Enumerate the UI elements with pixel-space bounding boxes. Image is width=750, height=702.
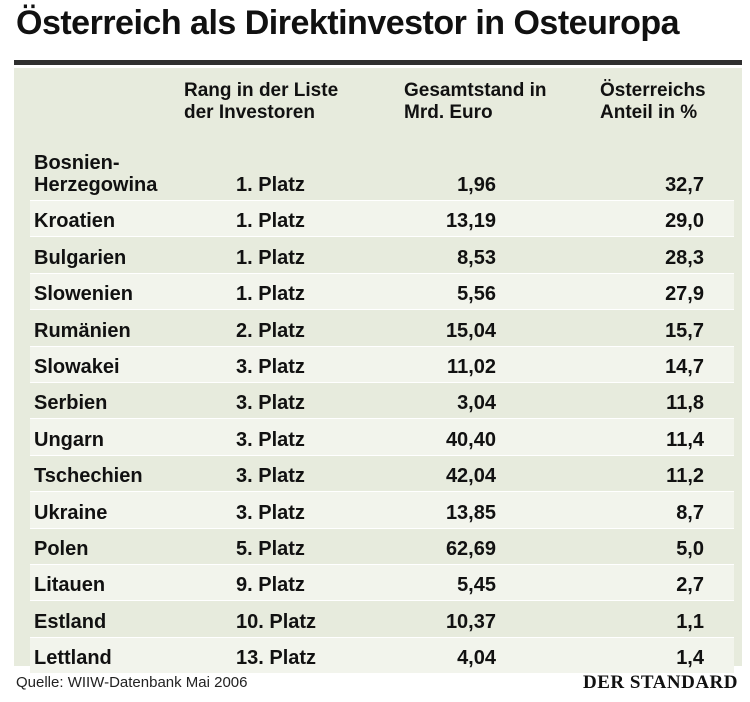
total-cell: 4,04 [457, 647, 496, 670]
rank-cell: 3. Platz [236, 428, 305, 451]
total-cell: 5,56 [457, 283, 496, 306]
share-cell: 2,7 [676, 574, 704, 597]
column-header-share-line-2: Anteil in % [600, 102, 698, 123]
total-cell: 42,04 [445, 465, 496, 488]
total-cell: 40,40 [445, 428, 496, 451]
country-cell: Tschechien [34, 465, 143, 487]
country-name: Slowakei [34, 355, 120, 378]
country-cell: Bosnien- Herzegowina [34, 152, 157, 196]
total-cell: 13,85 [445, 501, 496, 524]
country-cell: Slowakei [34, 356, 120, 378]
rank-cell: 3. Platz [236, 355, 305, 378]
rank-cell: 13. Platz [236, 647, 317, 670]
country-cell: Kroatien [34, 210, 115, 232]
rank-cell: 3. Platz [236, 392, 305, 415]
table-row: Lettland 13. Platz 4,04 1,4 [30, 637, 734, 675]
column-header-share-line-1: Österreichs [600, 80, 706, 101]
share-cell: 5,0 [676, 537, 704, 560]
title-rule [14, 60, 742, 65]
rank-cell: 10. Platz [236, 610, 317, 633]
rank-cell: 9. Platz [236, 574, 305, 597]
country-name: Herzegowina [34, 174, 158, 196]
country-cell: Slowenien [34, 283, 133, 305]
country-name: Ungarn [34, 428, 104, 451]
table-row: Bulgarien 1. Platz 8,53 28,3 [30, 237, 734, 274]
country-name: Ukraine [34, 501, 108, 524]
share-cell: 32,7 [665, 174, 704, 196]
page-title: Österreich als Direktinvestor in Osteuro… [16, 4, 680, 42]
table-row: Slowakei 3. Platz 11,02 14,7 [30, 346, 734, 383]
country-name: Polen [34, 537, 89, 560]
rank-cell: 5. Platz [236, 537, 305, 560]
country-name: Litauen [34, 574, 106, 597]
total-cell: 3,04 [457, 392, 496, 415]
share-cell: 11,2 [666, 465, 704, 488]
total-cell: 8,53 [457, 246, 496, 269]
country-cell: Polen [34, 538, 88, 560]
share-cell: 1,1 [676, 610, 704, 633]
column-header-total: Gesamtstand in Mrd. Euro [404, 80, 547, 124]
table-row: Slowenien 1. Platz 5,56 27,9 [30, 273, 734, 311]
country-cell: Ungarn [34, 429, 104, 451]
total-cell: 10,37 [445, 610, 496, 633]
country-name: Bulgarien [34, 246, 127, 269]
country-cell: Estland [34, 611, 106, 633]
table-row: Rumänien 2. Platz 15,04 15,7 [30, 310, 734, 347]
table-row: Litauen 9. Platz 5,45 2,7 [30, 564, 734, 602]
table-row: Ungarn 3. Platz 40,40 11,4 [30, 419, 734, 456]
share-cell: 11,4 [666, 428, 704, 451]
country-cell: Ukraine [34, 502, 107, 524]
share-cell: 28,3 [665, 246, 704, 269]
rank-cell: 1. Platz [236, 174, 305, 196]
total-cell: 15,04 [445, 319, 496, 342]
country-name: Lettland [34, 647, 112, 670]
rank-cell: 2. Platz [236, 319, 305, 342]
rank-cell: 1. Platz [236, 210, 305, 233]
brand-logo: DER STANDARD [582, 672, 738, 693]
country-cell: Litauen [34, 574, 105, 596]
table-row: Serbien 3. Platz 3,04 11,8 [30, 383, 734, 420]
share-cell: 8,7 [676, 501, 704, 524]
rank-cell: 1. Platz [236, 283, 305, 306]
table-row: Estland 10. Platz 10,37 1,1 [30, 601, 734, 638]
country-cell: Serbien [34, 392, 107, 414]
table-row: Polen 5. Platz 62,69 5,0 [30, 529, 734, 565]
table-row: Kroatien 1. Platz 13,19 29,0 [30, 201, 734, 238]
share-cell: 15,7 [665, 319, 704, 342]
column-header-total-line-1: Gesamtstand in [404, 80, 547, 101]
column-header-rank-line-2: der Investoren [184, 102, 315, 123]
column-header-rank-line-1: Rang in der Liste [184, 80, 339, 101]
share-cell: 14,7 [665, 355, 704, 378]
table-body: Bosnien- Herzegowina 1. Platz 1,96 32,7 Kroat… [30, 152, 734, 675]
rank-cell: 1. Platz [236, 246, 305, 269]
country-name: Tschechien [34, 465, 143, 488]
country-cell: Rumänien [34, 320, 131, 342]
total-cell: 62,69 [445, 537, 496, 560]
country-name: Serbien [34, 392, 108, 415]
country-name: Slowenien [34, 283, 133, 306]
share-cell: 27,9 [665, 283, 704, 306]
rank-cell: 3. Platz [236, 501, 305, 524]
share-cell: 29,0 [665, 210, 704, 233]
share-cell: 11,8 [666, 392, 704, 415]
country-name: Bosnien- [34, 152, 120, 174]
table-row: Tschechien 3. Platz 42,04 11,2 [30, 456, 734, 493]
total-cell: 5,45 [457, 574, 496, 597]
country-name: Rumänien [34, 319, 131, 342]
table-row: Ukraine 3. Platz 13,85 8,7 [30, 492, 734, 529]
share-cell: 1,4 [676, 647, 704, 670]
country-name: Estland [34, 610, 107, 633]
column-header-total-line-2: Mrd. Euro [404, 102, 493, 123]
table-row: Bosnien- Herzegowina 1. Platz 1,96 32,7 [30, 152, 734, 201]
country-cell: Lettland [34, 647, 112, 669]
total-cell: 13,19 [445, 210, 496, 233]
country-name: Kroatien [34, 210, 116, 233]
column-header-share: Österreichs Anteil in % [600, 80, 706, 124]
rank-cell: 3. Platz [236, 465, 305, 488]
country-cell: Bulgarien [34, 247, 126, 269]
total-cell: 1,96 [457, 174, 496, 196]
total-cell: 11,02 [447, 355, 496, 378]
column-header-rank: Rang in der Liste der Investoren [184, 80, 338, 124]
source-note: Quelle: WIIW-Datenbank Mai 2006 [16, 674, 248, 691]
